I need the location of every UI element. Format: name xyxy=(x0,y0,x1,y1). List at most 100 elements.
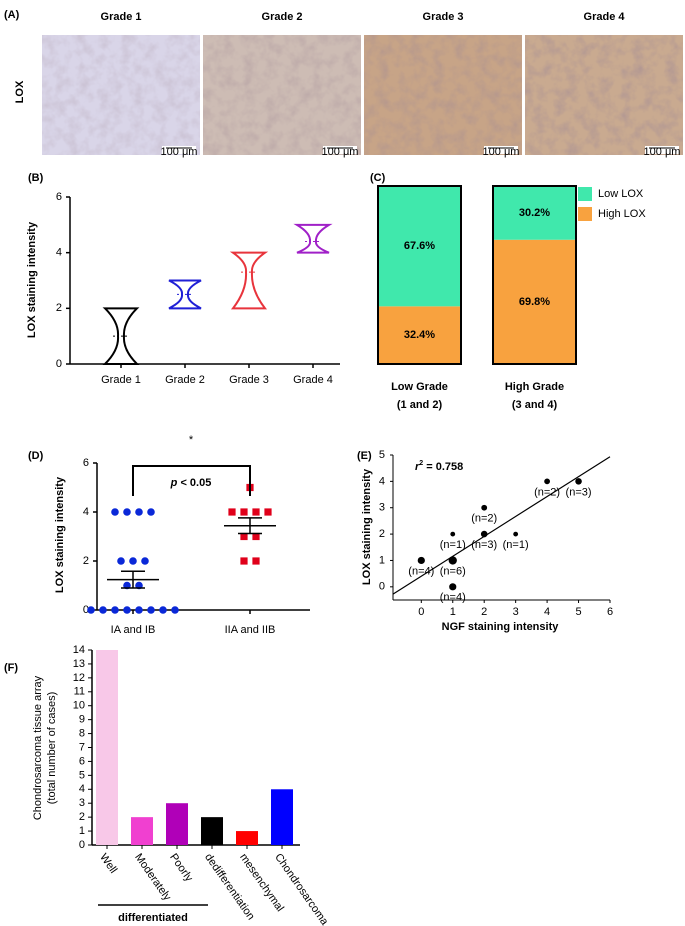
data-point xyxy=(544,478,550,485)
y-axis-label: (total number of cases) xyxy=(46,692,58,805)
y-tick-label: 2 xyxy=(79,811,85,823)
y-tick-label: 1 xyxy=(79,825,85,837)
x-tick-label: Grade 4 xyxy=(293,374,333,386)
scale-bar-label: 100 μm xyxy=(483,146,520,158)
value-label: 69.8% xyxy=(519,296,550,308)
x-tick-label: 5 xyxy=(575,606,581,618)
bar xyxy=(131,817,153,845)
y-axis-label: Chondrosarcoma tissue array xyxy=(32,675,44,820)
y-axis-label: LOX staining intensity xyxy=(26,221,38,338)
violin xyxy=(293,223,333,254)
y-tick-label: 4 xyxy=(83,506,89,518)
data-point xyxy=(159,606,167,614)
data-point xyxy=(417,556,425,565)
bar xyxy=(201,817,223,845)
data-point xyxy=(240,557,248,565)
p-symbol: p xyxy=(170,477,178,489)
panel-label: (F) xyxy=(4,662,18,674)
point-label: (n=2) xyxy=(534,486,560,498)
value-label: 32.4% xyxy=(404,329,435,341)
y-tick-label: 4 xyxy=(79,783,85,795)
legend-swatch xyxy=(578,187,592,201)
y-tick-label: 0 xyxy=(79,839,85,851)
y-tick-label: 2 xyxy=(56,302,62,314)
significance-bracket xyxy=(132,465,251,496)
value-label: 67.6% xyxy=(404,240,435,252)
y-tick-label: 3 xyxy=(79,797,85,809)
micrograph-texture xyxy=(525,35,683,155)
data-point xyxy=(513,531,519,537)
data-point xyxy=(448,556,457,565)
legend-label: Low LOX xyxy=(598,188,644,200)
data-point xyxy=(87,606,95,614)
y-tick-label: 2 xyxy=(379,528,385,540)
data-point xyxy=(575,478,582,485)
data-point xyxy=(480,530,488,538)
point-label: (n=1) xyxy=(440,539,466,551)
x-tick-label: 2 xyxy=(481,606,487,618)
panel-label: (A) xyxy=(4,9,20,21)
data-point xyxy=(252,557,260,565)
scale-bar-label: 100 μm xyxy=(161,146,198,158)
violin xyxy=(168,279,202,310)
micrograph-texture xyxy=(364,35,522,155)
bar-outline xyxy=(377,185,462,365)
bar xyxy=(96,650,118,845)
data-point xyxy=(147,508,155,516)
y-tick-label: 6 xyxy=(83,457,89,469)
bar-outline xyxy=(492,185,577,365)
x-tick-label: Moderately xyxy=(132,852,173,904)
data-point xyxy=(264,508,272,516)
row-label: LOX xyxy=(14,80,26,103)
bar xyxy=(236,831,258,845)
panel-label: (B) xyxy=(28,172,44,184)
y-tick-label: 7 xyxy=(79,741,85,753)
data-point xyxy=(129,557,137,565)
data-point xyxy=(135,606,143,614)
y-tick-label: 0 xyxy=(379,581,385,593)
y-tick-label: 2 xyxy=(83,555,89,567)
value-label: 30.2% xyxy=(519,207,550,219)
p-value: p < 0.05 xyxy=(170,477,212,489)
data-point xyxy=(111,508,119,516)
y-tick-label: 9 xyxy=(79,714,85,726)
scale-bar-label: 100 μm xyxy=(644,146,681,158)
y-tick-label: 14 xyxy=(73,644,85,656)
data-point xyxy=(252,532,260,541)
data-point xyxy=(141,557,149,565)
y-tick-label: 4 xyxy=(56,247,62,259)
violin xyxy=(102,307,140,365)
r-squared: r2 = 0.758 xyxy=(415,457,463,473)
y-tick-label: 6 xyxy=(79,755,85,767)
data-point xyxy=(449,583,457,591)
column-title: Grade 2 xyxy=(262,11,303,23)
legend-label: High LOX xyxy=(598,208,646,220)
data-point xyxy=(123,508,131,516)
bar xyxy=(166,803,188,845)
y-tick-label: 3 xyxy=(379,502,385,514)
x-tick-label: 0 xyxy=(418,606,424,618)
scale-bar xyxy=(484,146,518,154)
y-tick-label: 8 xyxy=(79,727,85,739)
bar xyxy=(271,789,293,845)
y-tick-label: 5 xyxy=(379,449,385,461)
x-tick-label: High Grade xyxy=(505,381,564,393)
y-tick-label: 4 xyxy=(379,475,385,487)
y-tick-label: 6 xyxy=(56,191,62,203)
y-tick-label: 12 xyxy=(73,672,85,684)
data-point xyxy=(240,508,248,516)
y-axis-label: LOX staining intensity xyxy=(54,476,66,593)
data-point xyxy=(240,532,248,541)
y-axis-label: LOX staining intensity xyxy=(361,468,373,585)
violin xyxy=(229,251,269,310)
scale-bar xyxy=(645,146,679,154)
column-title: Grade 4 xyxy=(584,11,626,23)
p-threshold: < 0.05 xyxy=(180,477,211,489)
data-point xyxy=(171,606,179,614)
data-point xyxy=(228,508,236,516)
x-tick-label: IIA and IIB xyxy=(225,624,276,636)
bar-segment xyxy=(493,186,576,240)
regression-line xyxy=(392,456,611,595)
y-tick-label: 11 xyxy=(74,686,85,698)
